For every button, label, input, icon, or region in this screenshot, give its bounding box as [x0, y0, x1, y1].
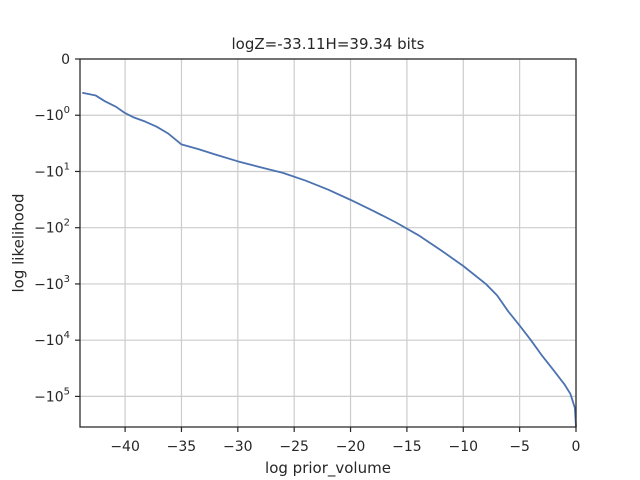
y-tick-label: −101 — [34, 161, 70, 180]
x-axis-label: log prior_volume — [265, 459, 391, 478]
series-layer — [82, 91, 577, 428]
x-tick-label: −5 — [509, 439, 530, 455]
y-tick-label: −100 — [34, 105, 70, 124]
y-tick-label: −104 — [34, 330, 70, 349]
y-tick-base: −10 — [34, 108, 64, 124]
y-tick-base: −10 — [34, 333, 64, 349]
x-tick-label: −25 — [279, 439, 309, 455]
x-tick-label: −10 — [448, 439, 478, 455]
chart-title: logZ=-33.11H=39.34 bits — [231, 35, 424, 53]
y-tick-base: 0 — [61, 52, 70, 68]
y-tick-label: −103 — [34, 274, 70, 293]
x-tick-label: −30 — [223, 439, 253, 455]
series-line — [82, 91, 577, 428]
y-tick-exponent: 5 — [64, 386, 70, 397]
y-tick-exponent: 4 — [64, 330, 70, 341]
x-axis: −40 −35 −30 −25 −20 −15 −10 −5 0 — [110, 427, 580, 455]
y-axis: 0−100−101−102−103−104−105 — [34, 52, 80, 405]
y-tick-base: −10 — [34, 164, 64, 180]
x-tick-label: −15 — [392, 439, 422, 455]
y-tick-exponent: 0 — [64, 105, 70, 116]
x-tick-label: 0 — [572, 439, 581, 455]
y-axis-label: log likelihood — [9, 193, 27, 292]
y-tick-label: 0 — [61, 52, 70, 68]
y-tick-base: −10 — [34, 221, 64, 237]
y-tick-exponent: 2 — [64, 218, 70, 229]
y-tick-label: −105 — [34, 386, 70, 405]
x-tick-label: −40 — [110, 439, 140, 455]
grid — [80, 58, 577, 427]
y-tick-label: −102 — [34, 218, 70, 237]
y-tick-base: −10 — [34, 389, 64, 405]
plot-frame — [79, 58, 577, 428]
x-tick-label: −35 — [167, 439, 197, 455]
x-tick-label: −20 — [336, 439, 366, 455]
y-tick-exponent: 3 — [64, 274, 70, 285]
y-tick-base: −10 — [34, 277, 64, 293]
y-tick-exponent: 1 — [64, 161, 70, 172]
